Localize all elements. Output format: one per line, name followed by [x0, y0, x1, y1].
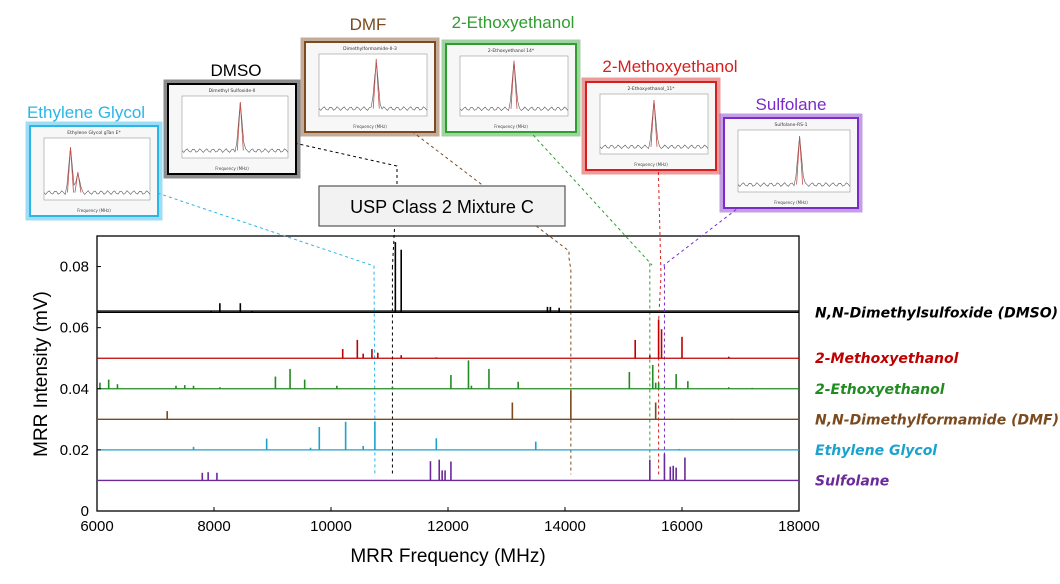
inset-trace [318, 63, 428, 111]
inset-label: 2-Methoxyethanol [602, 57, 737, 76]
series-2 [97, 360, 799, 390]
series-label: Sulfolane [815, 473, 889, 489]
inset-0: Ethylene Glycol gTan E* Frequency (MHz) Et… [25, 103, 163, 221]
series-label: N,N-Dimethylformamide (DMF) [815, 412, 1059, 428]
inset-caption: Dimethyl Sulfoxide-II [209, 88, 256, 94]
series-label: 2-Methoxyethanol [815, 351, 959, 367]
series-3 [97, 390, 799, 420]
series-1 [97, 319, 799, 359]
series-label: 2-Ethoxyethanol [815, 382, 945, 398]
leader-line [392, 116, 572, 270]
inset-label: Sulfolane [756, 95, 827, 114]
chart-title-box [318, 185, 566, 227]
inset-label: DMSO [211, 61, 262, 80]
series-4 [97, 421, 799, 451]
inset-fit-peak [796, 136, 803, 185]
inset-label: 2-Ethoxyethanol [452, 13, 575, 32]
series-group [97, 242, 799, 482]
x-tick-label: 8000 [197, 518, 230, 535]
inset-plot-area [318, 53, 428, 117]
y-tick-label: 0.02 [60, 442, 89, 459]
inset-3: 2-Ethoxyethanol 14* Frequency (MHz) 2-Etho… [441, 13, 581, 137]
inset-x-caption: Frequency (MHz) [353, 124, 387, 129]
inset-fit-peak [236, 102, 244, 151]
inset-caption: Ethylene Glycol gTan E* [67, 130, 121, 136]
series-0 [97, 242, 799, 314]
x-axis-title: MRR Frequency (MHz) [350, 546, 545, 567]
x-tick-label: 12000 [427, 518, 469, 535]
y-tick-label: 0.04 [60, 381, 89, 398]
inset-glow [441, 39, 581, 137]
inset-fit-peak [510, 60, 518, 109]
inset-plot-area [181, 95, 289, 159]
inset-x-caption: Frequency (MHz) [774, 200, 808, 205]
inset-caption: 2-Ethoxyethanol 14* [488, 48, 535, 54]
inset-glow [163, 79, 301, 179]
y-tick-label: 0.08 [60, 259, 89, 276]
inset-fit-peak [372, 58, 380, 109]
x-tick-label: 14000 [544, 518, 586, 535]
x-tick-label: 18000 [778, 518, 820, 535]
inset-fit-peak [67, 147, 74, 193]
inset-fit-peak [650, 99, 658, 147]
inset-4: 2-Ethoxyethanol_11* Frequency (MHz) 2-Meth… [581, 57, 738, 175]
y-tick-label: 0 [81, 503, 89, 520]
inset-label: Ethylene Glycol [27, 103, 145, 122]
inset-2: Dimethylformamide-II-3 Frequency (MHz) DMF [300, 15, 440, 137]
inset-plot-area [43, 137, 151, 201]
inset-x-caption: Frequency (MHz) [634, 162, 668, 167]
inset-fit-peak [74, 172, 82, 193]
inset-caption: Sulfolane-RS-1 [774, 122, 807, 128]
inset-glow [25, 121, 163, 221]
inset-label: DMF [350, 15, 387, 34]
inset-x-caption: Frequency (MHz) [77, 208, 111, 213]
series-label: Ethylene Glycol [815, 443, 937, 459]
inset-glow [719, 113, 863, 213]
inset-trace [737, 136, 851, 187]
series-label-group: N,N-Dimethylsulfoxide (DMSO) 2-Methoxyeth… [815, 305, 1059, 489]
x-tick-label: 6000 [80, 518, 113, 535]
axis-group: 6000 8000 10000 12000 14000 16000 18000 0 0.02 0.… [60, 259, 820, 535]
inset-group: Ethylene Glycol gTan E* Frequency (MHz) Et… [25, 13, 863, 221]
inset-x-caption: Frequency (MHz) [494, 124, 528, 129]
inset-x-caption: Frequency (MHz) [215, 166, 249, 171]
leader-line [656, 117, 662, 322]
inset-glow [300, 37, 440, 137]
leader-line [94, 171, 376, 423]
x-tick-label: 16000 [661, 518, 703, 535]
y-axis-title: MRR Intensity (mV) [31, 291, 52, 457]
chart-title: USP Class 2 Mixture C [350, 197, 534, 217]
inset-trace [181, 102, 289, 153]
inset-5: Sulfolane-RS-1 Frequency (MHz) Sulfolane [719, 95, 863, 213]
series-5 [97, 453, 799, 482]
inset-caption: Dimethylformamide-II-3 [343, 46, 397, 52]
plot-frame [96, 235, 800, 512]
inset-glow [581, 77, 721, 175]
inset-caption: 2-Ethoxyethanol_11* [627, 86, 675, 92]
leader-line [512, 112, 653, 266]
y-tick-label: 0.06 [60, 320, 89, 337]
x-tick-label: 10000 [310, 518, 352, 535]
series-label: N,N-Dimethylsulfoxide (DMSO) [815, 305, 1058, 321]
inset-1: Dimethyl Sulfoxide-II Frequency (MHz) DMSO [163, 61, 301, 179]
inset-plot-area [737, 129, 851, 193]
inset-trace [43, 147, 151, 196]
